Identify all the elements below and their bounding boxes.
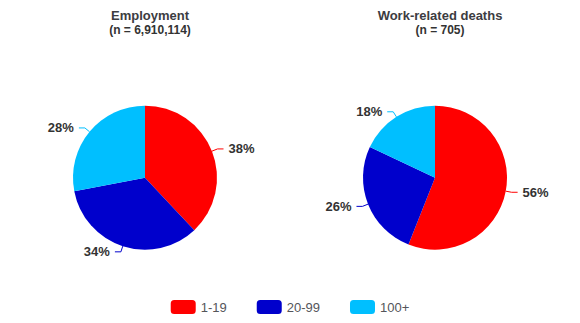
svg-text:(n = 6,910,114): (n = 6,910,114) — [109, 23, 191, 37]
svg-text:56%: 56% — [523, 185, 549, 200]
svg-text:100+: 100+ — [380, 300, 409, 315]
svg-text:38%: 38% — [229, 141, 255, 156]
svg-text:20-99: 20-99 — [287, 300, 320, 315]
svg-text:Work-related deaths: Work-related deaths — [378, 8, 503, 23]
svg-text:28%: 28% — [48, 120, 74, 135]
svg-text:1-19: 1-19 — [201, 300, 227, 315]
svg-text:(n = 705): (n = 705) — [415, 23, 464, 37]
svg-text:Employment: Employment — [111, 8, 190, 23]
svg-text:34%: 34% — [84, 244, 110, 259]
svg-text:18%: 18% — [356, 104, 382, 119]
svg-text:26%: 26% — [325, 199, 351, 214]
